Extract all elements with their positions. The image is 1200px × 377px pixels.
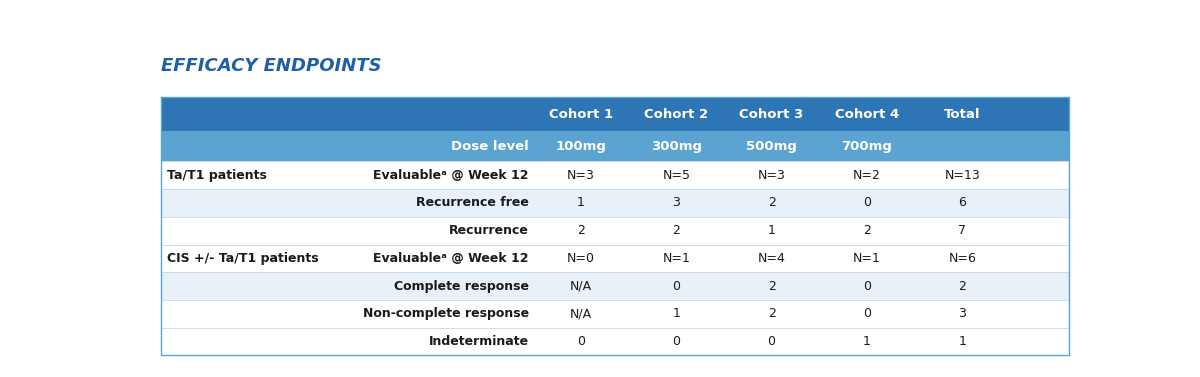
Text: 2: 2	[768, 196, 775, 210]
Text: N=6: N=6	[948, 252, 976, 265]
Text: 0: 0	[863, 307, 871, 320]
Text: 0: 0	[768, 335, 775, 348]
Text: 7: 7	[958, 224, 966, 237]
Text: Cohort 3: Cohort 3	[739, 108, 804, 121]
Text: 1: 1	[959, 335, 966, 348]
Text: N=3: N=3	[568, 169, 595, 182]
Text: Complete response: Complete response	[394, 280, 529, 293]
Text: N=5: N=5	[662, 169, 690, 182]
Text: N=3: N=3	[757, 169, 786, 182]
Text: N/A: N/A	[570, 307, 592, 320]
Text: N/A: N/A	[570, 280, 592, 293]
Text: Dose level: Dose level	[451, 139, 529, 153]
Text: Recurrence free: Recurrence free	[416, 196, 529, 210]
Text: Recurrence: Recurrence	[449, 224, 529, 237]
Text: 1: 1	[672, 307, 680, 320]
Bar	[161, 300, 1069, 328]
Bar	[161, 245, 1069, 272]
Text: 2: 2	[577, 224, 584, 237]
Text: 1: 1	[577, 196, 584, 210]
Text: N=4: N=4	[757, 252, 786, 265]
Text: Non-complete response: Non-complete response	[362, 307, 529, 320]
Text: 0: 0	[672, 280, 680, 293]
Bar	[161, 189, 1069, 217]
Text: 3: 3	[959, 307, 966, 320]
Text: 6: 6	[959, 196, 966, 210]
Text: 100mg: 100mg	[556, 139, 606, 153]
Text: 3: 3	[672, 196, 680, 210]
Text: 0: 0	[577, 335, 584, 348]
Text: Total: Total	[944, 108, 980, 121]
Bar	[161, 272, 1069, 300]
Bar	[161, 217, 1069, 245]
Text: Cohort 2: Cohort 2	[644, 108, 708, 121]
Text: Cohort 4: Cohort 4	[835, 108, 899, 121]
Text: N=1: N=1	[853, 252, 881, 265]
Text: 2: 2	[768, 280, 775, 293]
Text: 300mg: 300mg	[650, 139, 702, 153]
Text: 0: 0	[863, 196, 871, 210]
Text: N=0: N=0	[566, 252, 595, 265]
Text: Evaluableᵃ @ Week 12: Evaluableᵃ @ Week 12	[373, 169, 529, 182]
Text: 1: 1	[768, 224, 775, 237]
Bar	[161, 328, 1069, 356]
Text: N=13: N=13	[944, 169, 980, 182]
Text: Cohort 1: Cohort 1	[548, 108, 613, 121]
Text: 2: 2	[672, 224, 680, 237]
Text: N=1: N=1	[662, 252, 690, 265]
Bar	[161, 161, 1069, 189]
Text: Ta/T1 patients: Ta/T1 patients	[167, 169, 266, 182]
Bar	[161, 98, 1069, 131]
Text: N=2: N=2	[853, 169, 881, 182]
Text: 2: 2	[768, 307, 775, 320]
Text: 700mg: 700mg	[841, 139, 893, 153]
Text: EFFICACY ENDPOINTS: EFFICACY ENDPOINTS	[161, 57, 382, 75]
Text: 1: 1	[863, 335, 871, 348]
Text: 2: 2	[863, 224, 871, 237]
Text: Evaluableᵃ @ Week 12: Evaluableᵃ @ Week 12	[373, 252, 529, 265]
Bar	[161, 131, 1069, 161]
Text: 500mg: 500mg	[746, 139, 797, 153]
Text: Indeterminate: Indeterminate	[428, 335, 529, 348]
Text: 0: 0	[863, 280, 871, 293]
Text: CIS +/- Ta/T1 patients: CIS +/- Ta/T1 patients	[167, 252, 318, 265]
Text: 0: 0	[672, 335, 680, 348]
Text: 2: 2	[959, 280, 966, 293]
